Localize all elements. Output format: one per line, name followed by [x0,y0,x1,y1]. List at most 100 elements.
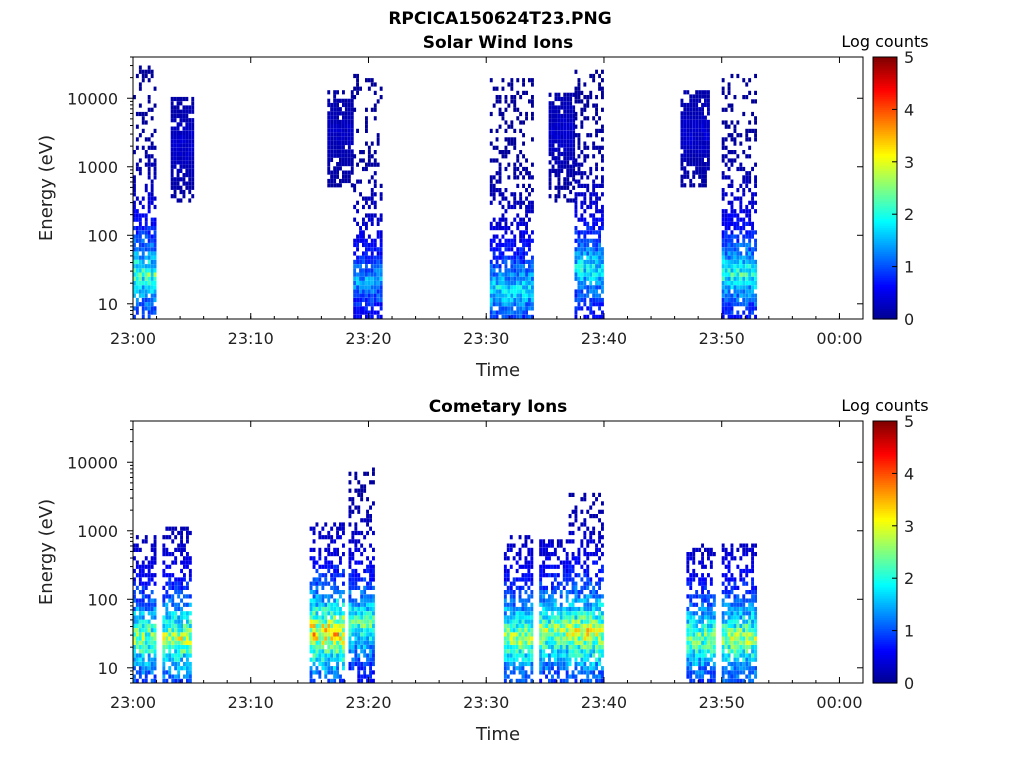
heatmap-cell [510,310,514,315]
heatmap-cell [695,153,699,158]
heatmap-cell [366,653,369,658]
heatmap-cell [366,623,369,628]
heatmap-cell [695,132,699,137]
heatmap-cell [598,255,601,260]
colorbar-segment [873,249,897,252]
heatmap-cell [180,628,183,633]
heatmap-cell [177,615,181,620]
heatmap-cell [704,136,707,141]
heatmap-cell [580,192,584,197]
heatmap-cell [188,670,192,675]
heatmap-cell [739,209,743,214]
heatmap-cell [133,568,136,574]
heatmap-cell [527,657,531,662]
heatmap-cell [580,175,584,180]
heatmap-cell [495,99,499,104]
heatmap-cell [727,221,731,226]
heatmap-cell [510,137,514,142]
heatmap-cell [150,255,154,260]
heatmap-cell [692,573,696,578]
heatmap-cell [336,666,339,671]
heatmap-cell [336,124,339,129]
heatmap-cell [580,649,584,654]
heatmap-cell [557,126,561,131]
heatmap-cell [574,204,578,210]
heatmap-cell [351,577,355,582]
heatmap-cell [709,619,713,624]
heatmap-cell [721,310,725,315]
heatmap-cell [724,107,728,112]
heatmap-cell [566,160,570,165]
heatmap-cell [724,255,728,260]
heatmap-cell [548,109,552,114]
heatmap-cell [586,573,590,578]
heatmap-cell [586,564,590,569]
heatmap-cell [522,230,525,235]
heatmap-cell [327,649,331,654]
heatmap-cell [367,276,371,281]
heatmap-cell [589,171,593,176]
heatmap-cell [733,649,737,654]
heatmap-cell [150,247,154,252]
heatmap-cell [504,276,508,281]
heatmap-cell [692,577,696,582]
heatmap-cell [333,552,337,557]
heatmap-cell [133,653,136,658]
heatmap-cell [733,276,737,281]
heatmap-cell [569,118,573,123]
heatmap-cell [357,640,361,645]
heatmap-cell [733,598,737,603]
heatmap-cell [339,657,342,662]
heatmap-cell [183,543,186,548]
heatmap-cell [530,611,534,616]
heatmap-cell [701,153,704,158]
heatmap-cell [188,160,192,165]
heatmap-cell [562,632,566,637]
heatmap-cell [545,552,548,557]
heatmap-cell [318,645,322,650]
heatmap-cell [365,289,368,294]
heatmap-cell [147,314,151,319]
heatmap-cell [365,297,368,303]
heatmap-cell [135,213,139,218]
heatmap-cell [369,623,372,628]
heatmap-cell [162,674,166,679]
heatmap-cell [521,670,525,675]
heatmap-cell [548,101,552,106]
heatmap-cell [191,151,195,157]
heatmap-cell [512,543,516,548]
heatmap-cell [516,175,520,180]
heatmap-cell [356,162,359,167]
colorbar-segment [873,76,897,80]
heatmap-cell [347,153,351,158]
heatmap-cell [689,577,693,582]
heatmap-cell [589,272,593,277]
heatmap-cell [739,653,743,658]
heatmap-cell [574,162,578,167]
heatmap-cell [542,636,546,641]
heatmap-cell [516,285,520,290]
heatmap-cell [357,678,361,683]
heatmap-cell [704,577,707,582]
heatmap-cell [695,136,699,141]
heatmap-cell [592,526,596,531]
heatmap-cell [724,251,728,256]
heatmap-cell [559,678,563,683]
heatmap-cell [583,238,587,243]
heatmap-cell [351,509,355,514]
heatmap-cell [698,645,702,650]
heatmap-cell [571,577,575,582]
heatmap-cell [521,649,525,654]
heatmap-cell [707,166,710,171]
heatmap-cell [748,137,752,142]
heatmap-cell [686,674,690,679]
heatmap-cell [525,238,528,243]
heatmap-cell [133,192,136,197]
heatmap-cell [712,661,716,667]
heatmap-cell [568,653,572,658]
heatmap-cell [339,573,342,578]
heatmap-cell [327,535,331,540]
heatmap-cell [354,640,358,645]
heatmap-cell [150,645,154,650]
